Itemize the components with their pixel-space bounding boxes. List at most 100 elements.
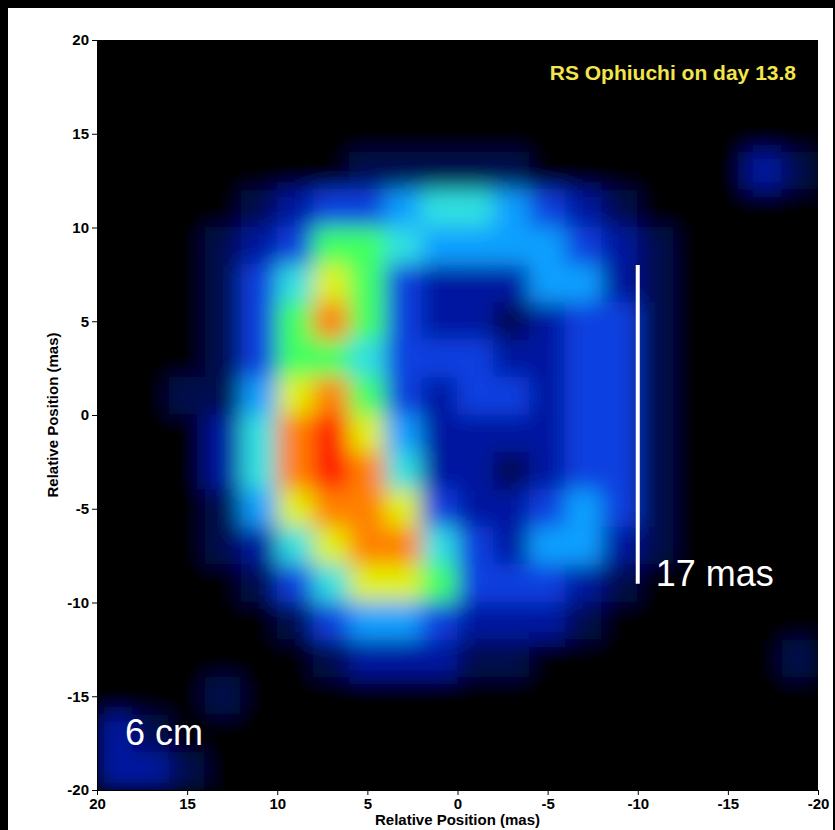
heatmap-cell — [169, 152, 206, 191]
heatmap-cell — [529, 190, 566, 229]
heatmap-cell — [565, 452, 602, 491]
heatmap-cell — [241, 527, 278, 566]
heatmap-cell — [565, 377, 602, 416]
heatmap-cell — [385, 565, 422, 604]
heatmap-cell — [565, 752, 602, 790]
x-tick: 0 — [454, 790, 462, 812]
heatmap-cell — [565, 527, 602, 566]
heatmap-cell — [421, 415, 458, 454]
y-tick-mark — [92, 415, 97, 416]
heatmap-cell — [313, 77, 350, 116]
heatmap-cell — [637, 115, 674, 154]
y-tick-mark — [92, 696, 97, 697]
heatmap-cell — [493, 377, 530, 416]
y-tick-label: -5 — [76, 500, 89, 517]
heatmap-cell — [205, 602, 242, 641]
heatmap-cell — [673, 715, 710, 754]
heatmap-cell — [673, 490, 710, 529]
x-axis-title: Relative Position (mas) — [375, 811, 540, 828]
heatmap-cell — [709, 377, 746, 416]
x-tick-label: -10 — [627, 795, 649, 812]
heatmap-cell — [781, 752, 818, 790]
heatmap-cell — [781, 677, 818, 716]
heatmap-cell — [529, 377, 566, 416]
heatmap-cell — [313, 377, 350, 416]
heatmap-cell — [457, 152, 494, 191]
heatmap-cell — [421, 752, 458, 790]
heatmap-cell — [277, 227, 314, 266]
y-tick-mark — [92, 134, 97, 135]
heatmap-cell — [385, 752, 422, 790]
heatmap-cell — [421, 227, 458, 266]
heatmap-cell — [277, 415, 314, 454]
heatmap-cell — [133, 227, 170, 266]
heatmap-cell — [637, 602, 674, 641]
heatmap-cell — [205, 77, 242, 116]
heatmap-cell — [205, 265, 242, 304]
heatmap-cell — [421, 115, 458, 154]
heatmap-cell — [673, 640, 710, 679]
heatmap-cell — [277, 115, 314, 154]
heatmap-cell — [421, 77, 458, 116]
heatmap-cell — [385, 265, 422, 304]
heatmap-cell — [169, 452, 206, 491]
y-tick: -5 — [76, 500, 97, 517]
heatmap-cell — [97, 565, 134, 604]
y-tick: -20 — [67, 781, 97, 798]
heatmap-cell — [709, 115, 746, 154]
heatmap-cell — [565, 490, 602, 529]
y-tick: 10 — [72, 219, 97, 236]
heatmap-cell — [781, 640, 818, 679]
heatmap-cell — [385, 77, 422, 116]
heatmap-cell — [349, 340, 386, 379]
heatmap-cell — [781, 190, 818, 229]
heatmap-cell — [457, 565, 494, 604]
heatmap-cell — [133, 640, 170, 679]
heatmap-cell — [241, 715, 278, 754]
heatmap-cell — [673, 152, 710, 191]
heatmap-cell — [421, 677, 458, 716]
heatmap-cell — [205, 640, 242, 679]
heatmap-cell — [205, 452, 242, 491]
heatmap-cell — [781, 377, 818, 416]
heatmap-cell — [385, 602, 422, 641]
heatmap-cell — [709, 452, 746, 491]
heatmap-cell — [457, 715, 494, 754]
x-tick-label: 5 — [364, 795, 372, 812]
heatmap-cell — [349, 377, 386, 416]
heatmap-cell — [97, 302, 134, 341]
heatmap-cell — [241, 265, 278, 304]
x-tick: 15 — [179, 790, 196, 812]
heatmap-cell — [709, 715, 746, 754]
heatmap-cell — [709, 340, 746, 379]
heatmap-cell — [565, 415, 602, 454]
heatmap-cell — [313, 152, 350, 191]
heatmap-cell — [781, 527, 818, 566]
heatmap-cell — [601, 452, 638, 491]
heatmap-cell — [493, 190, 530, 229]
heatmap-cell — [745, 490, 782, 529]
heatmap-cell — [169, 77, 206, 116]
heatmap-cell — [565, 302, 602, 341]
heatmap-cell — [637, 190, 674, 229]
heatmap-cell — [709, 602, 746, 641]
heatmap-cell — [421, 377, 458, 416]
heatmap-cell — [637, 152, 674, 191]
heatmap-cell — [97, 227, 134, 266]
y-tick-mark — [92, 603, 97, 604]
heatmap-cell — [601, 265, 638, 304]
heatmap-cell — [673, 340, 710, 379]
heatmap-cell — [781, 602, 818, 641]
heatmap-cell — [493, 265, 530, 304]
heatmap-cell — [493, 602, 530, 641]
heatmap-cell — [277, 77, 314, 116]
heatmap-cell — [349, 227, 386, 266]
heatmap-cell — [781, 152, 818, 191]
heatmap-cell — [457, 77, 494, 116]
heatmap-cell — [709, 640, 746, 679]
y-tick-label: 10 — [72, 219, 89, 236]
heatmap-cell — [493, 565, 530, 604]
heatmap-cell — [313, 752, 350, 790]
heatmap-cell — [565, 340, 602, 379]
heatmap-cell — [205, 490, 242, 529]
